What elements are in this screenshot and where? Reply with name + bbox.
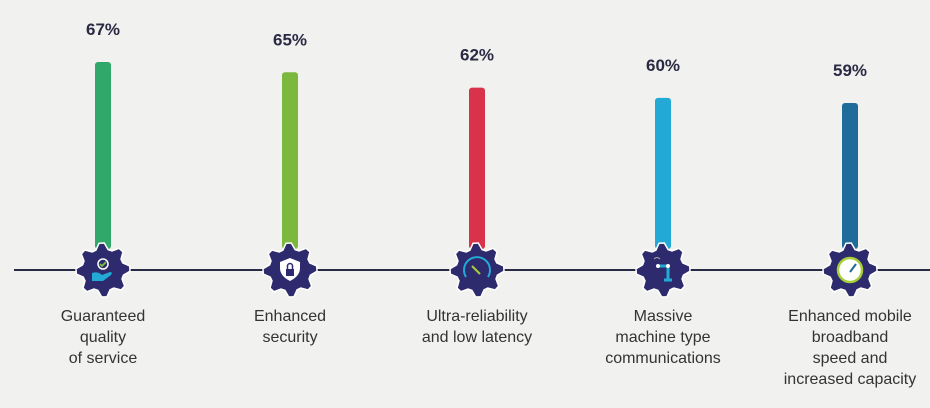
shield-lock-icon (262, 242, 318, 298)
value-label: 60% (646, 56, 680, 75)
robot-arm-icon (635, 242, 691, 298)
quality-award-hand-icon (75, 242, 131, 298)
value-label: 67% (86, 20, 120, 39)
value-label: 62% (460, 46, 494, 65)
category-label: Guaranteed quality of service (60, 308, 146, 367)
gear-icon (635, 242, 691, 298)
bar (842, 103, 858, 249)
category-label: Ultra-reliability and low latency (421, 308, 533, 346)
gauge-icon (822, 242, 878, 298)
category-label: Enhanced security (253, 308, 327, 346)
bar (655, 97, 671, 249)
value-label: 65% (273, 30, 307, 49)
bar (282, 72, 298, 249)
bar (469, 87, 485, 249)
bar (95, 62, 111, 249)
speedometer-icon (449, 242, 505, 298)
value-label: 59% (833, 61, 867, 80)
category-label: Enhanced mobile broadband speed and increas… (783, 308, 917, 388)
category-label: Massive machine type communications (605, 308, 721, 367)
gear-icon (75, 242, 131, 298)
